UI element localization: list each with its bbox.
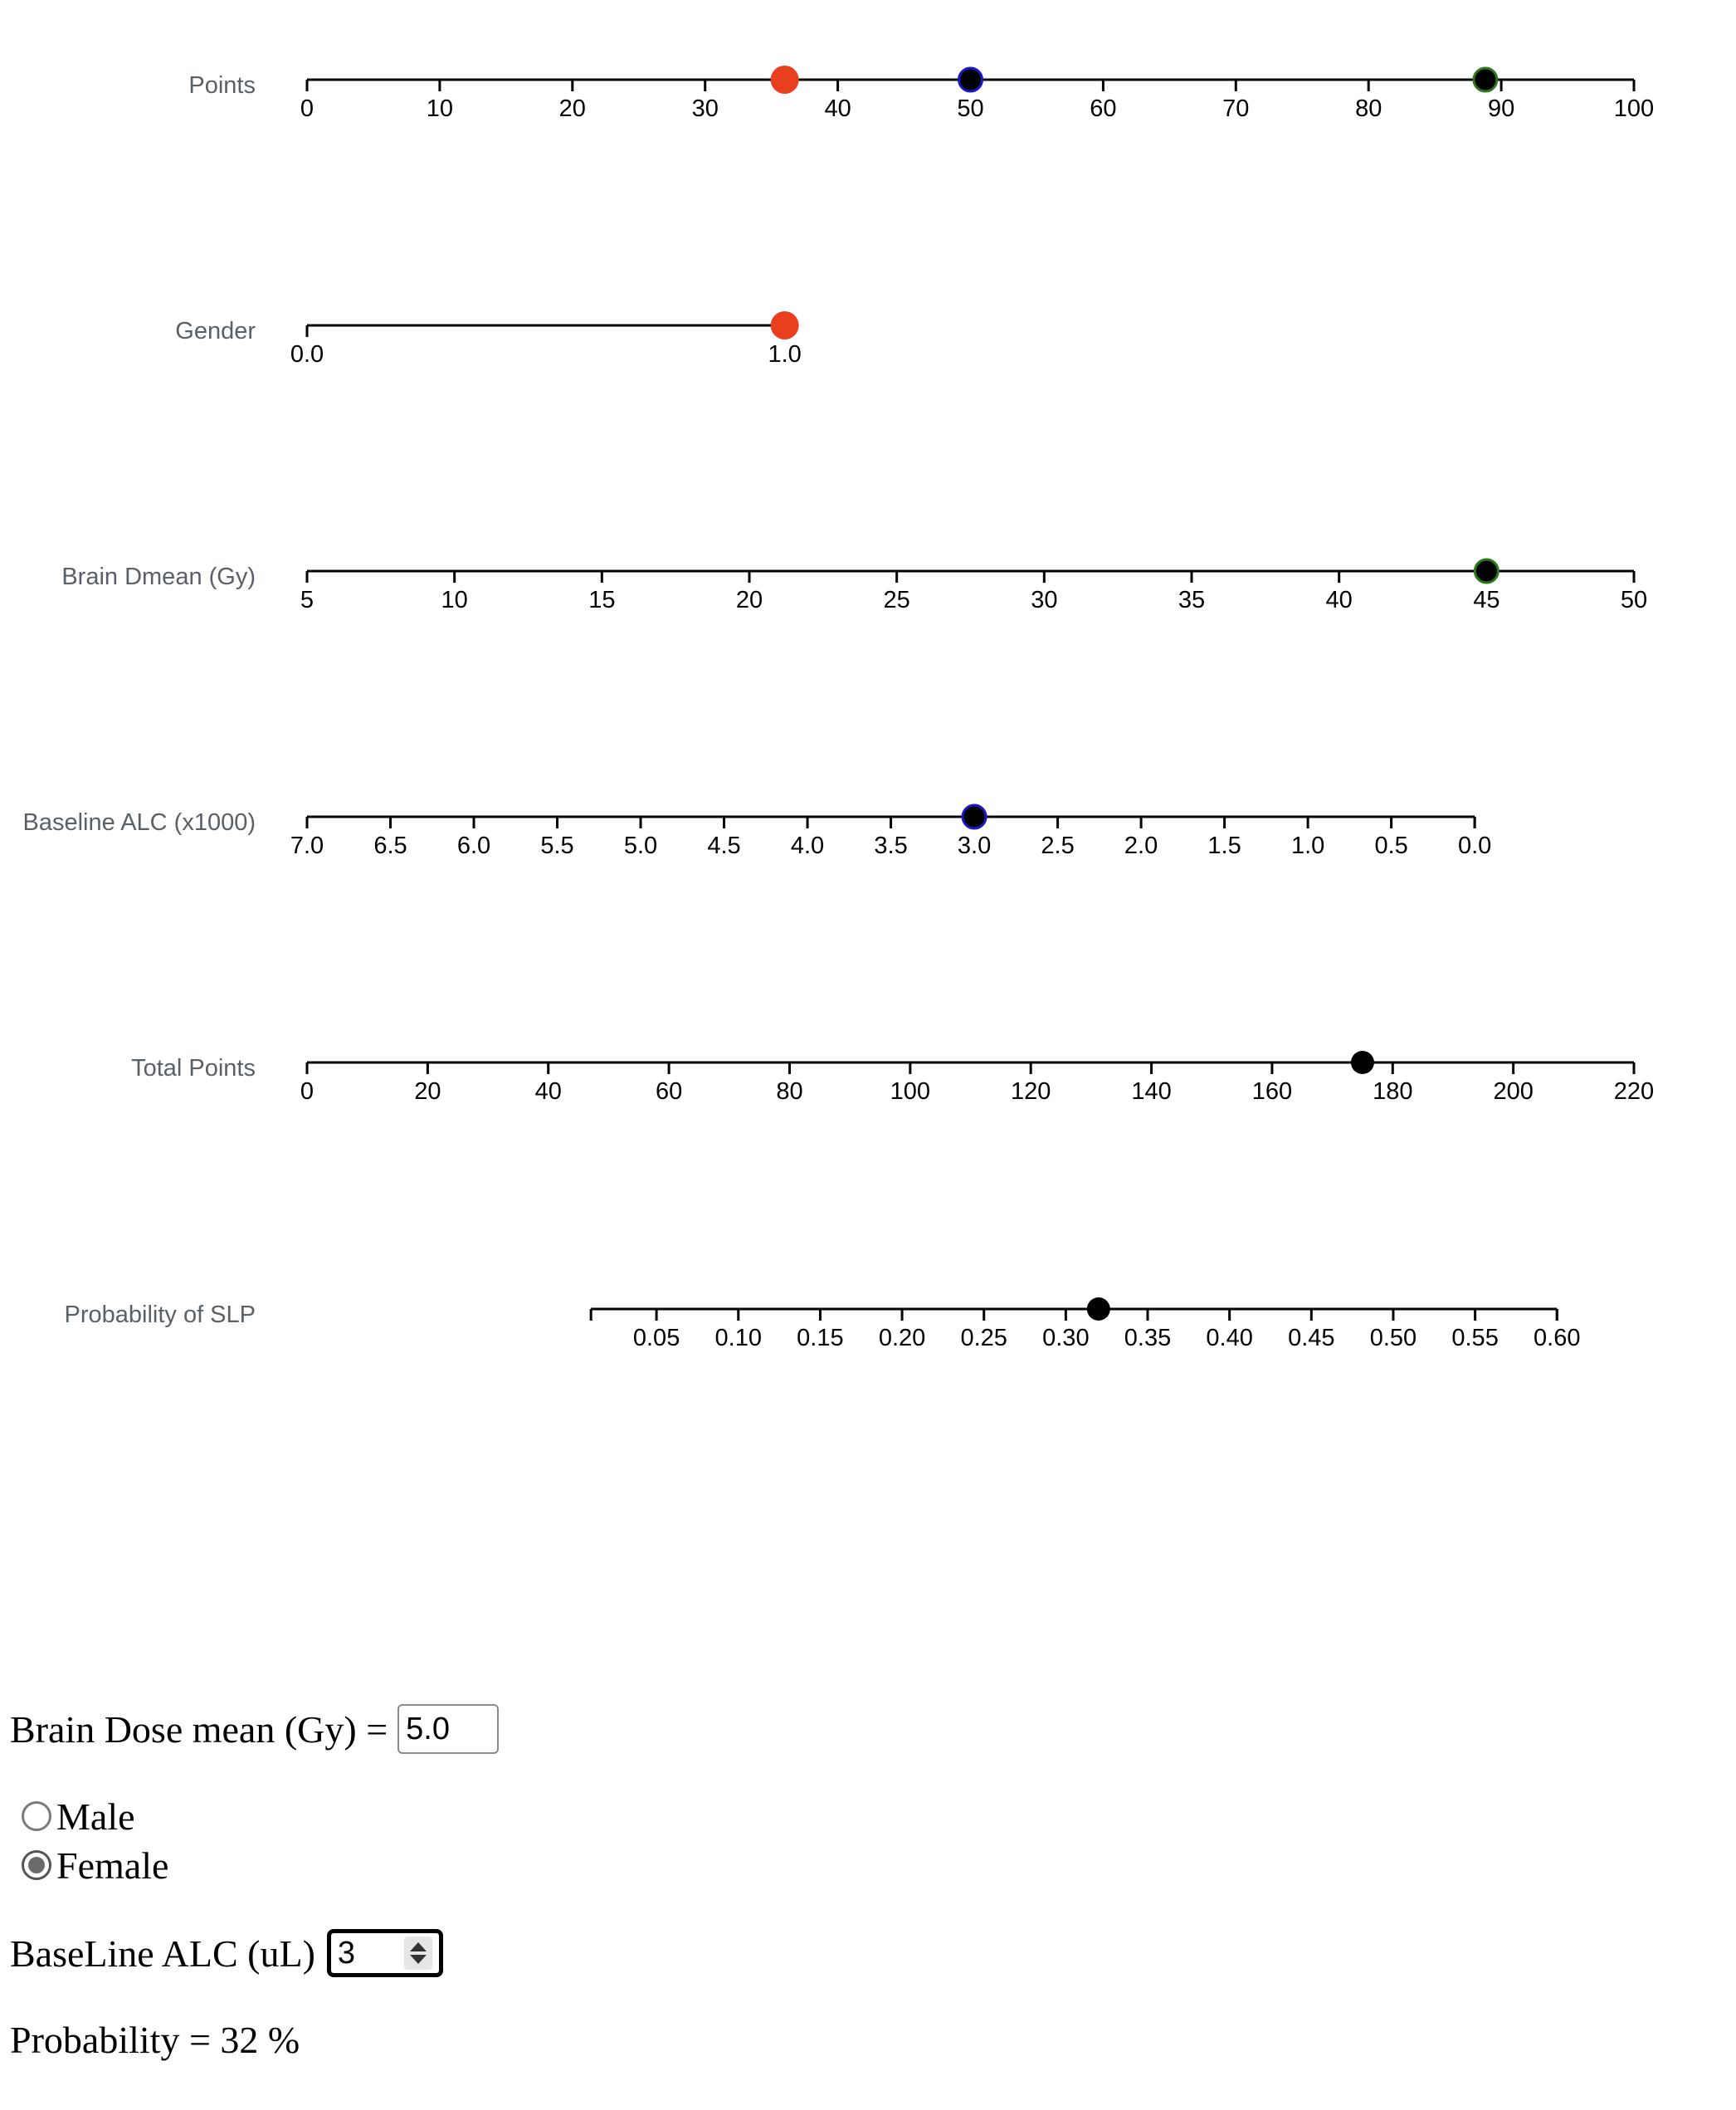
total-points-tick-label: 200 (1493, 1078, 1533, 1105)
alc-label: BaseLine ALC (uL) (10, 1932, 315, 1975)
brain-dmean-tick-label: 25 (884, 587, 910, 613)
probability-row: Probability = 32 % (10, 2014, 499, 2065)
points-tick-label: 100 (1614, 95, 1654, 122)
baseline-alc-tick-label: 6.5 (373, 833, 407, 859)
probability-tick-label: 0.45 (1288, 1325, 1334, 1351)
probability-result: Probability = 32 % (10, 2018, 300, 2061)
total-points-tick-label: 100 (890, 1078, 930, 1105)
total-points-label: Total Points (131, 1055, 256, 1082)
points-tick-label: 80 (1355, 95, 1382, 122)
baseline-alc-tick-label: 3.0 (958, 833, 991, 859)
dose-input[interactable]: 5.0 (397, 1704, 500, 1754)
probability-marker (1086, 1297, 1110, 1321)
baseline-alc-tick-label: 1.0 (1291, 833, 1324, 859)
baseline-alc-tick-label: 3.5 (874, 833, 907, 859)
male-radio[interactable] (22, 1801, 51, 1831)
baseline-alc-tick-label: 4.0 (791, 833, 824, 859)
alc-row: BaseLine ALC (uL) 3 (10, 1926, 499, 1981)
dose-label: Brain Dose mean (Gy) = (10, 1707, 388, 1751)
spinner-up-icon[interactable] (409, 1942, 427, 1951)
probability-tick-label: 0.15 (797, 1325, 843, 1351)
total-points-tick-label: 160 (1252, 1078, 1292, 1105)
probability-tick-label: 0.20 (879, 1325, 925, 1351)
baseline-alc-tick-label: 6.0 (457, 833, 490, 859)
points-tick-label: 0 (300, 95, 314, 122)
probability-tick-label: 0.60 (1534, 1325, 1580, 1351)
input-form: Brain Dose mean (Gy) = 5.0 Male Female B… (10, 1702, 500, 2065)
baseline-alc-marker (961, 803, 987, 830)
probability-label: Probability of SLP (64, 1302, 256, 1328)
baseline-alc-tick-label: 0.0 (1458, 833, 1491, 859)
gender-tick-label: 0.0 (290, 341, 324, 368)
baseline-alc-label: Baseline ALC (x1000) (23, 809, 256, 836)
male-label: Male (56, 1795, 135, 1838)
total-points-tick-label: 220 (1614, 1078, 1654, 1105)
baseline-alc-tick-label: 2.5 (1041, 833, 1074, 859)
baseline-alc-tick-label: 2.0 (1124, 833, 1158, 859)
baseline-alc-tick-label: 1.5 (1207, 833, 1241, 859)
brain-dmean-marker (1473, 558, 1499, 584)
brain-dmean-tick-label: 30 (1031, 587, 1057, 613)
probability-tick-label: 0.40 (1206, 1325, 1252, 1351)
brain-dmean-tick-label: 15 (588, 587, 615, 613)
spinner-down-icon[interactable] (409, 1955, 427, 1964)
alc-input[interactable]: 3 (326, 1929, 443, 1977)
probability-tick-label: 0.05 (633, 1325, 680, 1351)
probability-tick-label: 0.55 (1451, 1325, 1498, 1351)
total-points-tick-label: 0 (300, 1078, 314, 1105)
baseline-alc-tick-label: 7.0 (290, 833, 324, 859)
points-marker (958, 66, 983, 93)
total-points-tick-label: 60 (656, 1078, 682, 1105)
baseline-alc-tick-label: 0.5 (1374, 833, 1407, 859)
baseline-alc-tick-label: 4.5 (707, 833, 740, 859)
total-points-tick-label: 180 (1373, 1078, 1412, 1105)
points-tick-label: 70 (1222, 95, 1249, 122)
alc-spinner[interactable] (403, 1937, 432, 1970)
total-points-tick-label: 140 (1131, 1078, 1171, 1105)
points-tick-label: 20 (559, 95, 586, 122)
probability-tick-label: 0.10 (715, 1325, 762, 1351)
probability-tick-label: 0.35 (1124, 1325, 1171, 1351)
points-label: Points (188, 72, 256, 99)
brain-dmean-tick-label: 5 (300, 587, 314, 613)
brain-dmean-tick-label: 20 (736, 587, 763, 613)
brain-dmean-label: Brain Dmean (Gy) (61, 564, 256, 590)
points-tick-label: 30 (692, 95, 719, 122)
brain-dmean-tick-label: 10 (441, 587, 468, 613)
total-points-tick-label: 40 (535, 1078, 562, 1105)
probability-tick-label: 0.25 (960, 1325, 1007, 1351)
female-label: Female (56, 1844, 169, 1887)
alc-value: 3 (337, 1935, 356, 1971)
points-tick-label: 90 (1488, 95, 1514, 122)
probability-tick-label: 0.30 (1042, 1325, 1089, 1351)
points-tick-label: 60 (1090, 95, 1116, 122)
baseline-alc-tick-label: 5.5 (540, 833, 573, 859)
points-marker (770, 66, 799, 94)
total-points-tick-label: 20 (414, 1078, 441, 1105)
gender-label: Gender (175, 318, 256, 344)
brain-dmean-tick-label: 40 (1326, 587, 1353, 613)
brain-dmean-tick-label: 50 (1621, 587, 1647, 613)
total-points-tick-label: 120 (1011, 1078, 1051, 1105)
points-tick-label: 10 (427, 95, 453, 122)
points-marker (1472, 66, 1499, 93)
gender-tick-label: 1.0 (768, 341, 801, 368)
probability-tick-label: 0.50 (1370, 1325, 1417, 1351)
points-tick-label: 50 (957, 95, 983, 122)
baseline-alc-tick-label: 5.0 (624, 833, 657, 859)
gender-female-row[interactable]: Female (10, 1839, 499, 1891)
brain-dmean-tick-label: 45 (1473, 587, 1499, 613)
total-points-tick-label: 80 (776, 1078, 802, 1105)
points-tick-label: 40 (824, 95, 851, 122)
gender-marker (770, 311, 799, 339)
gender-male-row[interactable]: Male (10, 1793, 499, 1839)
total-points-marker (1350, 1051, 1374, 1074)
brain-dmean-tick-label: 35 (1178, 587, 1205, 613)
female-radio[interactable] (22, 1850, 51, 1880)
dose-row: Brain Dose mean (Gy) = 5.0 (10, 1702, 500, 1756)
